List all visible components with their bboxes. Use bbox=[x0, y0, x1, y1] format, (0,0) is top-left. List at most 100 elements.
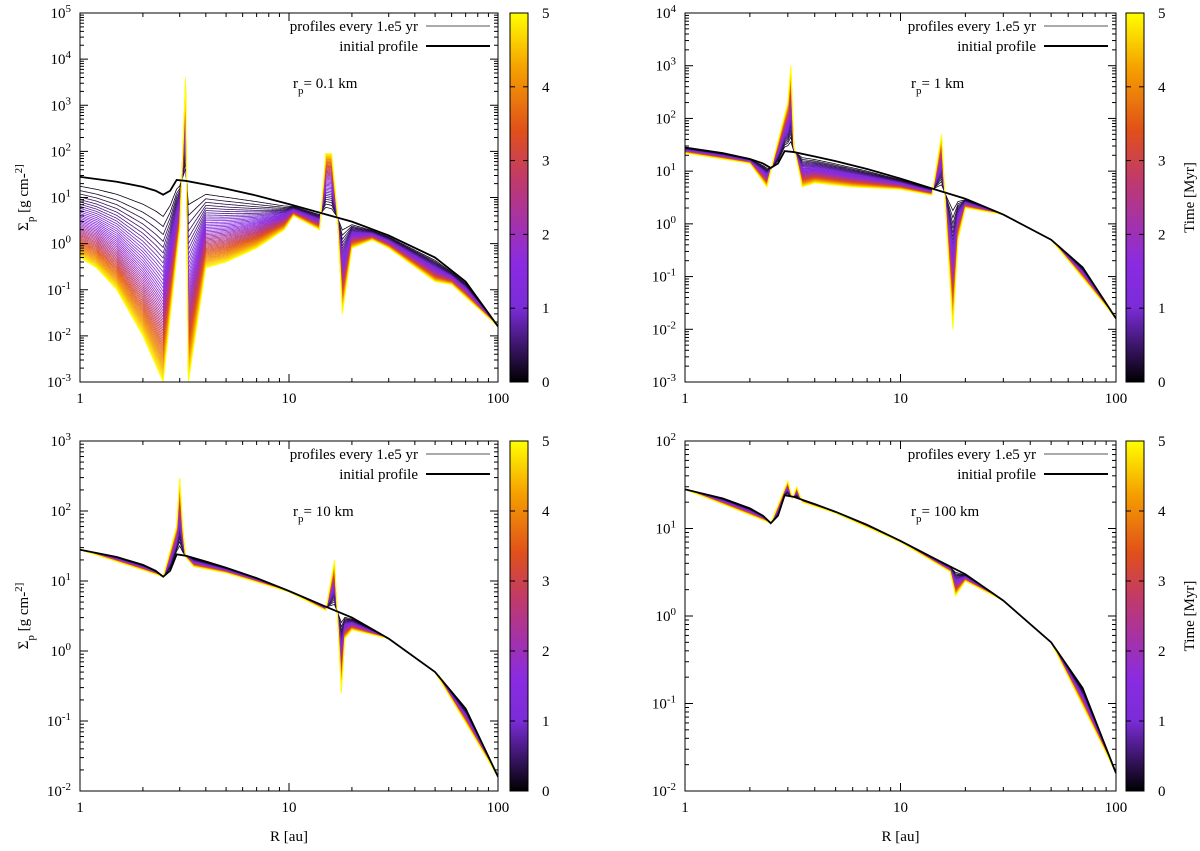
profile-line bbox=[80, 485, 498, 777]
colorbar-tick-label: 1 bbox=[542, 714, 550, 730]
profile-line bbox=[685, 480, 1116, 774]
colorbar-label: Time [Myr] bbox=[1182, 581, 1198, 652]
initial-profile-line bbox=[685, 488, 1116, 774]
profile-line bbox=[685, 488, 1116, 774]
y-tick-label: 100 bbox=[51, 234, 72, 253]
y-axis-label: Σp [g cm-2] bbox=[13, 164, 37, 231]
profile-line bbox=[685, 486, 1116, 774]
profile-line bbox=[80, 497, 498, 777]
profile-line bbox=[685, 79, 1116, 319]
colorbar-tick-label: 5 bbox=[542, 434, 550, 450]
profile-line bbox=[685, 112, 1116, 319]
profile-line bbox=[80, 536, 498, 777]
y-tick-label: 101 bbox=[656, 161, 677, 180]
y-tick-label: 10-2 bbox=[652, 319, 676, 338]
colorbar-tick-label: 1 bbox=[1158, 301, 1166, 317]
profile-line bbox=[685, 87, 1116, 319]
profile-line bbox=[685, 122, 1116, 319]
profile-line bbox=[80, 517, 498, 777]
profile-line bbox=[685, 73, 1116, 319]
colorbar: 0 1 2 3 4 5 bbox=[509, 434, 550, 800]
profile-line bbox=[80, 514, 498, 777]
profile-line bbox=[685, 114, 1116, 319]
radius-annotation: rp= 10 km bbox=[293, 504, 354, 525]
profile-line bbox=[80, 545, 498, 777]
y-tick-label: 105 bbox=[51, 3, 72, 22]
radius-annotation: rp= 0.1 km bbox=[293, 76, 358, 97]
colorbar-tick-label: 3 bbox=[1158, 574, 1166, 590]
profile-line bbox=[685, 82, 1116, 319]
profile-line bbox=[80, 522, 498, 777]
profile-line bbox=[685, 81, 1116, 319]
profile-line bbox=[685, 85, 1116, 319]
profile-line bbox=[80, 503, 498, 777]
y-tick-label: 103 bbox=[51, 95, 72, 114]
x-tick-label: 10 bbox=[893, 800, 908, 816]
x-tick-label: 100 bbox=[487, 391, 510, 407]
profile-line bbox=[80, 140, 498, 327]
x-tick-label: 10 bbox=[282, 391, 297, 407]
profile-line bbox=[685, 140, 1116, 319]
legend-label-initial: initial profile bbox=[957, 39, 1036, 55]
profile-line bbox=[685, 70, 1116, 322]
initial-profile-line bbox=[80, 548, 498, 778]
legend-label-initial: initial profile bbox=[957, 467, 1036, 483]
profile-line bbox=[685, 488, 1116, 774]
y-tick-label: 102 bbox=[656, 108, 677, 127]
profile-line bbox=[685, 72, 1116, 319]
legend-label-profiles: profiles every 1.e5 yr bbox=[908, 19, 1036, 35]
profile-line bbox=[685, 480, 1116, 774]
y-tick-label: 101 bbox=[51, 571, 72, 590]
profile-line bbox=[685, 480, 1116, 774]
profile-line bbox=[685, 105, 1116, 319]
profile-line bbox=[80, 521, 498, 777]
profile-line bbox=[685, 95, 1116, 319]
plot-frame bbox=[79, 440, 499, 792]
profile-line bbox=[80, 151, 498, 327]
profile-line bbox=[80, 516, 498, 777]
x-tick-label: 1 bbox=[681, 391, 689, 407]
profile-line bbox=[80, 168, 498, 327]
profile-line bbox=[685, 86, 1116, 319]
y-tick-label: 10-1 bbox=[47, 280, 71, 299]
profile-line bbox=[685, 488, 1116, 774]
profile-line bbox=[685, 488, 1116, 774]
profile-line bbox=[685, 481, 1116, 774]
profile-line bbox=[80, 483, 498, 777]
profile-line bbox=[685, 488, 1116, 774]
colorbar-tick-label: 4 bbox=[1158, 80, 1166, 96]
x-axis-label: R [au] bbox=[882, 829, 920, 845]
profile-line bbox=[80, 148, 498, 327]
profile-line bbox=[685, 480, 1116, 774]
colorbar-tick-label: 1 bbox=[1158, 714, 1166, 730]
profile-line bbox=[80, 490, 498, 777]
y-tick-label: 103 bbox=[656, 56, 677, 75]
profile-line bbox=[685, 108, 1116, 319]
profile-line bbox=[80, 477, 498, 777]
profile-line bbox=[685, 481, 1116, 774]
profile-line bbox=[685, 480, 1116, 774]
profile-line bbox=[80, 158, 498, 327]
profile-line bbox=[685, 76, 1116, 319]
colorbar-tick-label: 0 bbox=[542, 784, 550, 800]
profile-line bbox=[685, 481, 1116, 774]
profile-line bbox=[685, 484, 1116, 774]
colorbar-tick-label: 1 bbox=[542, 301, 550, 317]
radius-annotation: rp= 1 km bbox=[911, 76, 964, 97]
profile-line bbox=[685, 75, 1116, 319]
profile-line bbox=[685, 485, 1116, 774]
profile-line bbox=[80, 481, 498, 777]
profile-line bbox=[685, 488, 1116, 774]
profile-line bbox=[685, 486, 1116, 774]
profile-line bbox=[685, 77, 1116, 319]
profile-line bbox=[80, 524, 498, 777]
x-tick-label: 1 bbox=[76, 391, 84, 407]
colorbar: 0 1 2 3 4 5 bbox=[509, 6, 550, 391]
colorbar-tick-label: 5 bbox=[1158, 434, 1166, 450]
y-tick-label: 101 bbox=[51, 188, 72, 207]
profile-line bbox=[80, 502, 498, 777]
colorbar-tick-label: 3 bbox=[1158, 154, 1166, 170]
profile-line bbox=[685, 486, 1116, 774]
profile-line bbox=[80, 504, 498, 777]
